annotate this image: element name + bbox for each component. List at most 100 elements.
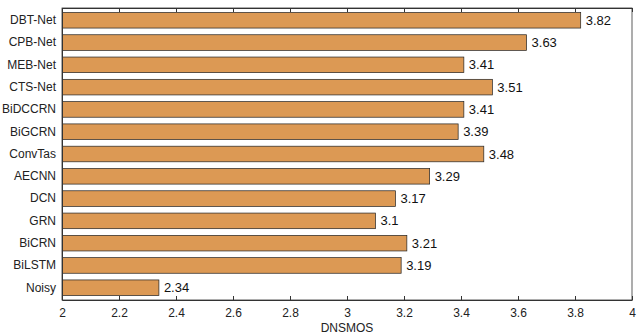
data-label: 3.19 <box>406 258 431 273</box>
y-tick-label: BiLSTM <box>13 258 56 272</box>
x-top-tick <box>518 8 519 12</box>
bar <box>62 124 458 140</box>
data-label: 3.51 <box>497 80 522 95</box>
y-tick-label: AECNN <box>14 169 56 183</box>
x-tick: 3.6 <box>510 296 527 320</box>
bar <box>62 280 159 296</box>
x-tick-mark <box>233 296 234 300</box>
y-tick: DCN <box>30 191 56 205</box>
x-top-tick-mark <box>347 8 348 12</box>
data-label: 3.17 <box>400 191 425 206</box>
x-tick-label: 4 <box>629 306 636 320</box>
y-tick: CPB-Net <box>9 35 57 49</box>
data-label: 3.82 <box>586 13 611 28</box>
x-top-tick <box>461 8 462 12</box>
data-label: 3.1 <box>381 213 399 228</box>
bar <box>62 35 527 51</box>
x-top-tick <box>290 8 291 12</box>
x-tick-label: 2.8 <box>282 306 299 320</box>
bar <box>62 213 376 229</box>
x-tick-label: 2 <box>59 306 66 320</box>
data-label: 3.29 <box>435 169 460 184</box>
x-tick-mark <box>632 296 633 300</box>
bar <box>62 102 464 118</box>
x-top-tick-mark <box>176 8 177 12</box>
x-tick-mark <box>404 296 405 300</box>
x-tick: 2.8 <box>282 296 299 320</box>
x-tick-label: 3 <box>344 306 351 320</box>
y-tick-label: GRN <box>29 214 56 228</box>
y-tick-label: BiCRN <box>19 236 56 250</box>
y-tick-label: BiGCRN <box>10 125 56 139</box>
x-tick-label: 2.2 <box>111 306 128 320</box>
data-labels: 3.823.633.413.513.413.393.483.293.173.13… <box>164 13 611 295</box>
x-tick: 3.8 <box>567 296 584 320</box>
y-tick: BiLSTM <box>13 258 56 272</box>
data-label: 3.63 <box>532 35 557 50</box>
x-axis-line <box>63 300 633 301</box>
data-label: 3.41 <box>469 102 494 117</box>
x-top-tick <box>404 8 405 12</box>
x-top-tick <box>575 8 576 12</box>
x-top-tick-mark <box>575 8 576 12</box>
x-top-tick-mark <box>233 8 234 12</box>
data-label: 3.41 <box>469 57 494 72</box>
data-label: 3.39 <box>463 124 488 139</box>
y-axis-line <box>62 9 63 301</box>
x-tick: 3.4 <box>453 296 470 320</box>
chart: 3.823.633.413.513.413.393.483.293.173.13… <box>0 0 640 336</box>
x-tick-mark <box>575 296 576 300</box>
y-tick: ConvTas <box>9 147 56 161</box>
plot-frame <box>62 8 632 300</box>
y-tick: BiGCRN <box>10 125 56 139</box>
x-tick: 4 <box>629 296 636 320</box>
x-top-tick <box>176 8 177 12</box>
bar <box>62 168 430 184</box>
x-top-tick-mark <box>518 8 519 12</box>
x-top-tick <box>233 8 234 12</box>
y-tick: AECNN <box>14 169 56 183</box>
bar <box>62 79 492 95</box>
x-tick: 3 <box>344 296 351 320</box>
bar <box>62 57 464 73</box>
x-tick: 2.4 <box>168 296 185 320</box>
x-tick-label: 3.2 <box>396 306 413 320</box>
x-tick-label: 3.8 <box>567 306 584 320</box>
x-tick: 2.2 <box>111 296 128 320</box>
x-tick-label: 2.4 <box>168 306 185 320</box>
bar <box>62 12 581 28</box>
x-axis-top <box>63 8 633 12</box>
y-axis: DBT-Net CPB-Net MEB-Net CTS-Net BiDCCRN BiGCR… <box>2 9 63 301</box>
y-tick: BiCRN <box>19 236 56 250</box>
bars <box>62 12 581 295</box>
y-tick: BiDCCRN <box>2 102 56 116</box>
x-top-tick-mark <box>290 8 291 12</box>
x-axis: 2 2.2 2.4 2.6 2.8 3 3.2 3.4 3.6 3.8 4 <box>59 296 636 320</box>
y-tick-label: Noisy <box>26 281 56 295</box>
x-tick: 2.6 <box>225 296 242 320</box>
data-label: 3.21 <box>412 236 437 251</box>
y-tick: MEB-Net <box>7 58 56 72</box>
x-tick-mark <box>290 296 291 300</box>
x-tick-label: 2.6 <box>225 306 242 320</box>
x-tick: 3.2 <box>396 296 413 320</box>
plot: 3.823.633.413.513.413.393.483.293.173.13… <box>2 8 636 320</box>
y-tick-label: DBT-Net <box>10 13 57 27</box>
x-tick-mark <box>461 296 462 300</box>
x-tick-label: 3.4 <box>453 306 470 320</box>
y-tick-label: DCN <box>30 191 56 205</box>
y-tick: Noisy <box>26 281 56 295</box>
x-top-tick-mark <box>119 8 120 12</box>
x-tick-label: 3.6 <box>510 306 527 320</box>
y-tick-label: CPB-Net <box>9 35 57 49</box>
x-top-tick <box>119 8 120 12</box>
data-label: 2.34 <box>164 280 189 295</box>
x-tick-mark <box>347 296 348 300</box>
y-tick-label: BiDCCRN <box>2 102 56 116</box>
y-tick-label: ConvTas <box>9 147 56 161</box>
bar <box>62 235 407 251</box>
x-top-tick-mark <box>404 8 405 12</box>
x-top-tick-mark <box>461 8 462 12</box>
x-top-tick <box>632 8 633 12</box>
y-tick-label: CTS-Net <box>9 80 56 94</box>
